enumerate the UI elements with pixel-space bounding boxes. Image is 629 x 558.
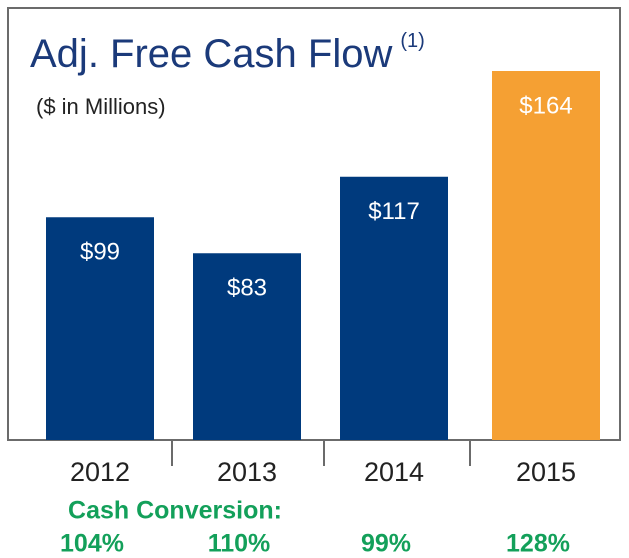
cash-conversion-label: Cash Conversion: [68, 497, 282, 525]
bar [492, 71, 600, 440]
cash-conversion-value: 104% [60, 530, 124, 558]
value-label: $83 [227, 275, 267, 302]
bar [193, 253, 301, 440]
bar [46, 217, 154, 440]
chart-title: Adj. Free Cash Flow (1) [30, 30, 425, 75]
value-label: $117 [368, 198, 420, 225]
frame [7, 7, 621, 441]
cash-conversion-value: 99% [361, 530, 411, 558]
x-tick-label: 2013 [217, 457, 277, 487]
x-tick-label: 2015 [516, 457, 576, 487]
value-label: $164 [519, 92, 572, 119]
title-note: (1) [400, 30, 424, 52]
value-label: $99 [80, 239, 120, 266]
bar [340, 176, 448, 440]
x-tick-label: 2012 [70, 457, 130, 487]
subtitle: ($ in Millions) [36, 94, 166, 119]
title-text: Adj. Free Cash Flow [30, 32, 392, 76]
cash-conversion-value: 110% [208, 530, 271, 558]
cash-conversion-value: 128% [506, 530, 570, 558]
x-tick-label: 2014 [364, 457, 424, 487]
